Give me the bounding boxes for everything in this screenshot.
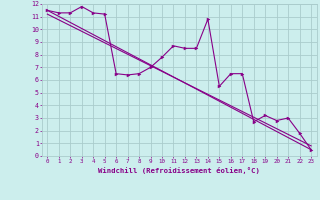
X-axis label: Windchill (Refroidissement éolien,°C): Windchill (Refroidissement éolien,°C) (98, 167, 260, 174)
